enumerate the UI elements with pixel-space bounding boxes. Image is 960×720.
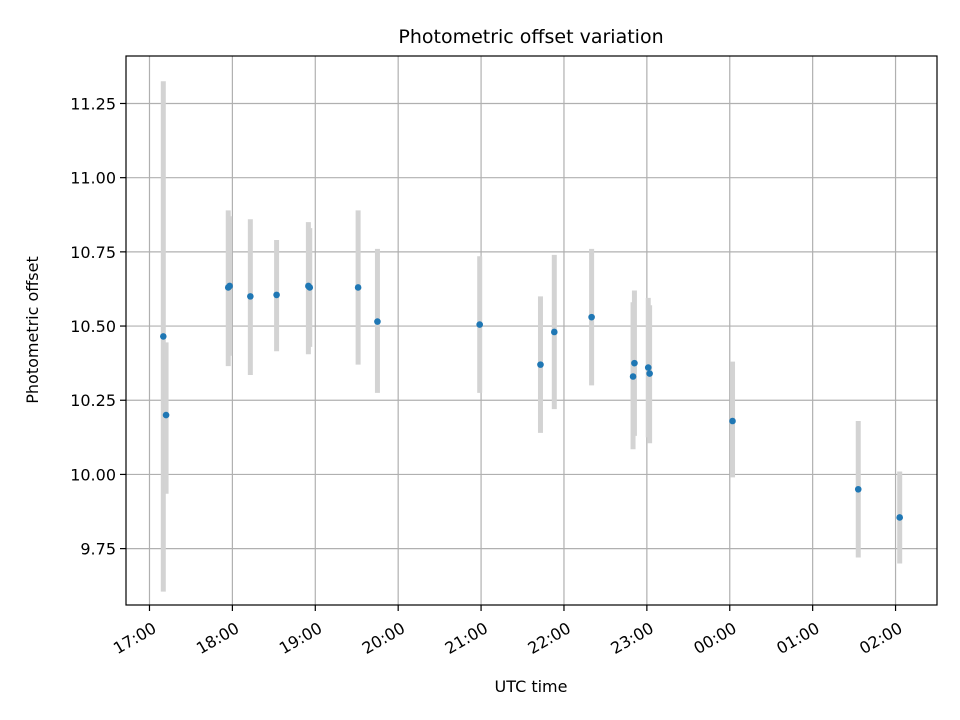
data-point (273, 291, 280, 299)
data-point (729, 417, 736, 425)
data-point (588, 313, 595, 321)
data-point (896, 514, 903, 521)
chart-title: Photometric offset variation (398, 26, 663, 48)
data-point (247, 293, 254, 300)
data-point (306, 284, 314, 291)
plot-area (125, 55, 938, 606)
data-point (374, 318, 381, 325)
y-axis-ticks: 9.75 10.00 10.25 10.50 10.75 11.00 11.25 (70, 94, 126, 559)
data-point (537, 361, 544, 368)
y-axis-label: Photometric offset (23, 256, 42, 404)
y-tick-label: 11.00 (70, 169, 116, 188)
data-point (629, 373, 637, 380)
plot-frame (125, 55, 938, 606)
data-point (644, 364, 652, 371)
y-tick-label: 9.75 (80, 540, 116, 559)
x-axis-label: UTC time (495, 677, 568, 696)
data-point (854, 485, 862, 493)
y-tick-label: 10.00 (70, 465, 116, 484)
data-point (631, 359, 638, 367)
data-point (162, 411, 170, 419)
data-points (160, 282, 903, 521)
data-point (354, 284, 362, 291)
y-tick-label: 11.25 (70, 94, 116, 113)
y-tick-label: 10.75 (70, 243, 116, 262)
y-tick-label: 10.50 (70, 317, 116, 336)
data-point (160, 333, 167, 340)
grid-lines (126, 56, 937, 605)
data-point (226, 282, 233, 290)
y-tick-label: 10.25 (70, 391, 116, 410)
data-point (550, 328, 558, 336)
data-point (646, 370, 653, 377)
data-point (476, 321, 483, 328)
